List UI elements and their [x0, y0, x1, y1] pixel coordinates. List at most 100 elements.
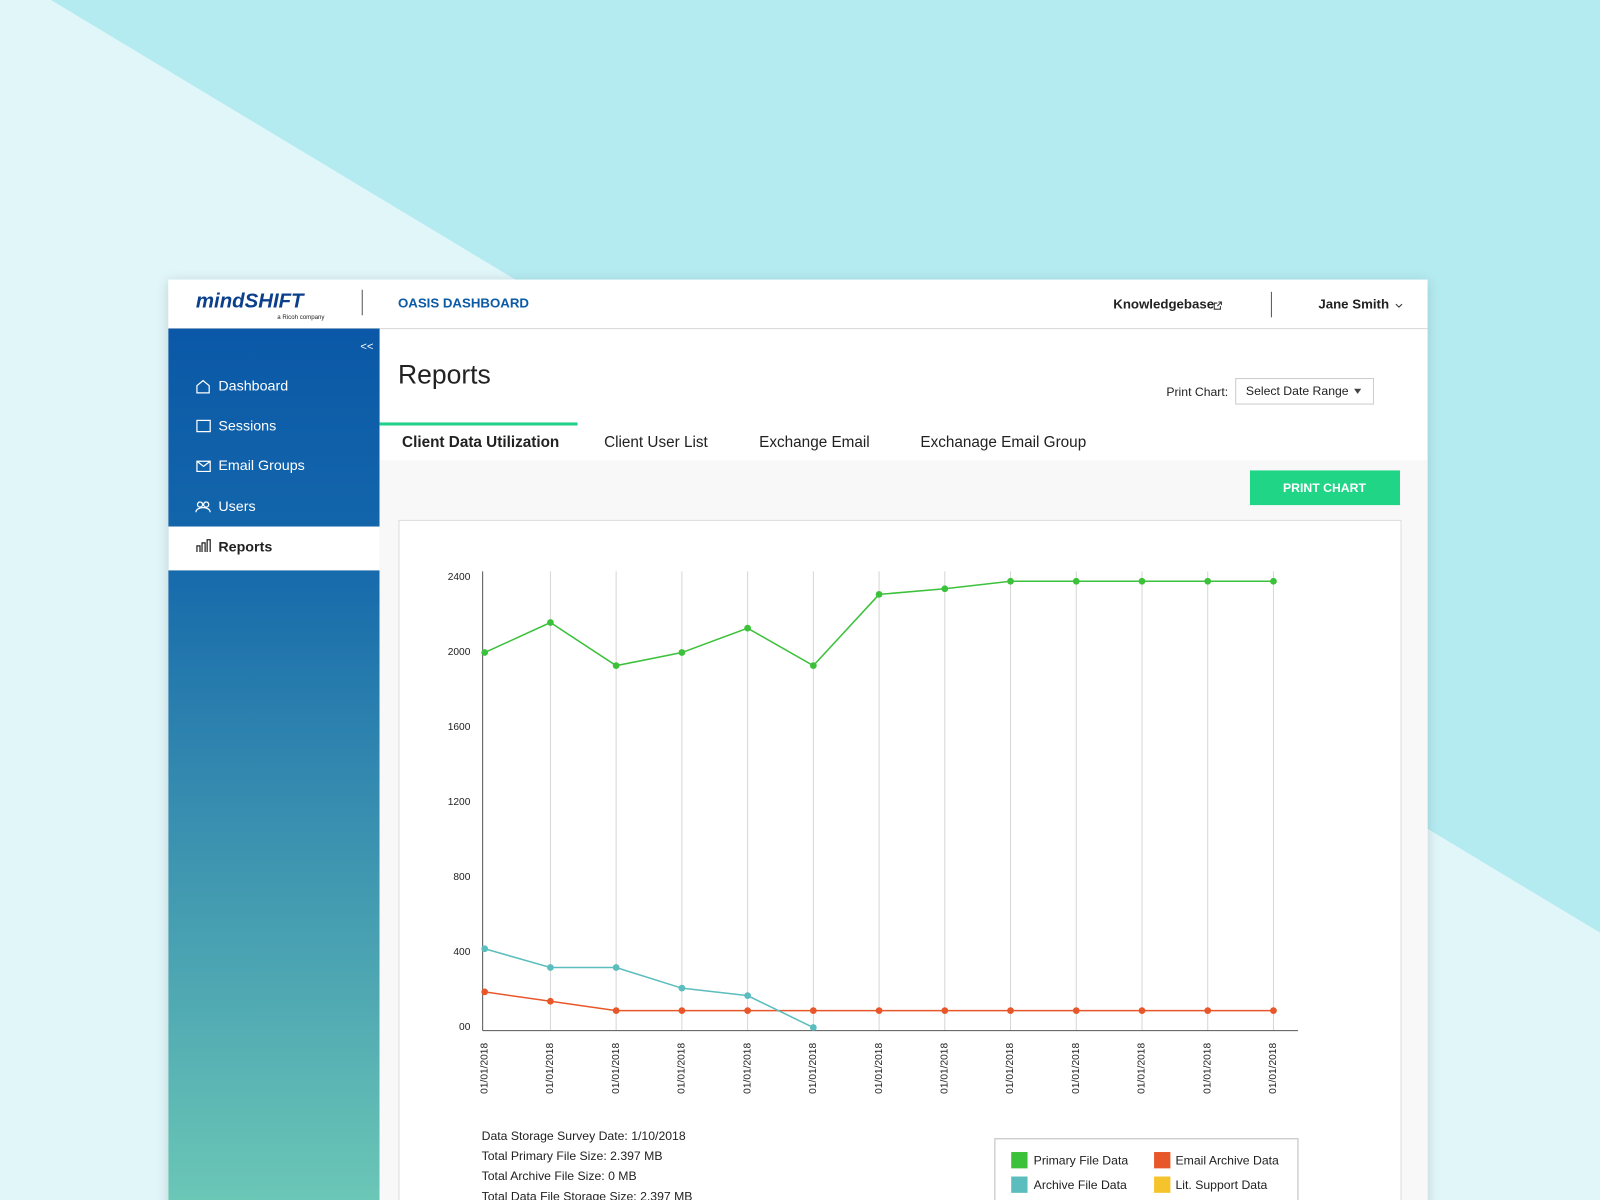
sidebar-item[interactable]: Dashboard: [218, 378, 288, 394]
data-point: [809, 1024, 817, 1031]
icon-reports: [196, 539, 211, 553]
data-point: [481, 649, 489, 656]
chevron: [1395, 303, 1403, 308]
legend-label: Primary File Data: [1034, 1153, 1129, 1167]
sidebar-item[interactable]: Sessions: [218, 418, 276, 434]
sidebar-item[interactable]: Users: [218, 499, 255, 515]
y-tick-label: 800: [453, 872, 470, 883]
x-tick-label: 01/01/2018: [874, 1043, 885, 1094]
legend-swatch: [1011, 1152, 1028, 1169]
active-tab-bg: [379, 425, 578, 461]
x-tick-label: 01/01/2018: [939, 1043, 950, 1094]
summary-line: Total Data File Storage Size: 2.397 MB: [482, 1189, 693, 1200]
data-point: [1072, 1007, 1080, 1015]
data-point: [875, 591, 883, 598]
summary-line: Total Primary File Size: 2.397 MB: [482, 1149, 663, 1163]
date-select[interactable]: [1235, 378, 1374, 405]
data-point: [941, 585, 949, 593]
y-tick-label: 00: [459, 1022, 471, 1033]
y-tick-label: 1200: [448, 797, 471, 808]
data-point: [547, 619, 554, 626]
x-tick-label: 01/01/2018: [611, 1043, 622, 1094]
data-point: [481, 988, 489, 996]
data-point: [1138, 577, 1146, 585]
collapse-button[interactable]: <<: [360, 341, 373, 353]
x-tick-label: 01/01/2018: [1137, 1043, 1148, 1094]
series-line: [484, 948, 814, 1029]
tab[interactable]: Client User List: [604, 434, 708, 451]
data-point: [1270, 1007, 1277, 1015]
summary-line: Total Archive File Size: 0 MB: [482, 1169, 637, 1183]
page-title: Reports: [398, 360, 491, 390]
logo-sub: a Ricoh company: [277, 314, 325, 321]
active-item-bg: [168, 526, 380, 571]
logo: mindSHIFT: [196, 290, 305, 312]
x-tick-label: 01/01/2018: [1071, 1043, 1082, 1094]
data-point: [1204, 1007, 1212, 1015]
data-point: [1007, 577, 1014, 585]
knowledgebase-link[interactable]: Knowledgebase: [1113, 297, 1214, 312]
data-point: [809, 662, 817, 670]
icon-email: [196, 460, 211, 473]
data-point: [612, 1007, 620, 1015]
data-point: [1072, 577, 1080, 585]
data-point: [678, 984, 686, 992]
data-point: [1007, 1007, 1014, 1015]
user-menu[interactable]: Jane Smith: [1318, 297, 1389, 312]
y-tick-label: 400: [453, 947, 470, 958]
legend-swatch: [1011, 1176, 1028, 1193]
legend-label: Lit. Support Data: [1176, 1178, 1268, 1192]
data-point: [678, 1007, 686, 1015]
y-tick-label: 1600: [448, 722, 471, 733]
legend: [994, 1138, 1299, 1200]
data-point: [1270, 577, 1277, 585]
tab[interactable]: Client Data Utilization: [402, 434, 559, 451]
x-tick-label: 01/01/2018: [677, 1043, 688, 1094]
print-chart-label: Print Chart:: [1166, 385, 1228, 399]
date-select-text: Select Date Range: [1246, 384, 1349, 398]
data-point: [744, 992, 751, 1000]
sidebar-item[interactable]: Reports: [218, 540, 272, 556]
data-point: [1204, 577, 1212, 585]
data-point: [875, 1007, 883, 1015]
data-point: [481, 945, 489, 953]
print-button-label: PRINT CHART: [1283, 481, 1366, 495]
app-title: OASIS DASHBOARD: [398, 296, 529, 311]
y-tick-label: 2400: [448, 572, 471, 583]
icon-home: [196, 379, 210, 394]
sidebar-item[interactable]: Email Groups: [218, 458, 304, 474]
data-point: [547, 964, 554, 971]
icon-sessions: [196, 419, 211, 433]
x-tick-label: 01/01/2018: [1202, 1043, 1213, 1094]
x-tick-label: 01/01/2018: [1005, 1043, 1016, 1094]
x-tick-label: 01/01/2018: [479, 1043, 490, 1094]
select-arrow: [1354, 388, 1362, 394]
data-point: [941, 1007, 949, 1015]
external-icon: [1213, 301, 1222, 310]
data-point: [1138, 1007, 1146, 1015]
tab[interactable]: Exchange Email: [759, 434, 870, 451]
sidebar-icons: [195, 379, 211, 553]
legend-label: Archive File Data: [1034, 1178, 1127, 1192]
legend-swatch: [1154, 1176, 1171, 1193]
sidebar: [168, 328, 380, 1200]
legend-swatch: [1154, 1152, 1171, 1169]
data-point: [612, 662, 620, 670]
tab[interactable]: Exchanage Email Group: [920, 434, 1086, 451]
y-tick-label: 2000: [448, 647, 471, 658]
data-point: [547, 997, 554, 1005]
x-tick-label: 01/01/2018: [545, 1043, 556, 1094]
data-point: [678, 649, 686, 656]
data-point: [809, 1007, 817, 1015]
data-point: [612, 964, 620, 971]
x-tick-label: 01/01/2018: [808, 1043, 819, 1094]
legend-label: Email Archive Data: [1176, 1153, 1280, 1167]
summary-line: Data Storage Survey Date: 1/10/2018: [482, 1129, 686, 1143]
x-tick-label: 01/01/2018: [742, 1043, 753, 1094]
print-button[interactable]: [1249, 470, 1400, 506]
data-point: [744, 1007, 751, 1015]
data-point: [744, 624, 751, 632]
icon-users: [195, 501, 211, 513]
